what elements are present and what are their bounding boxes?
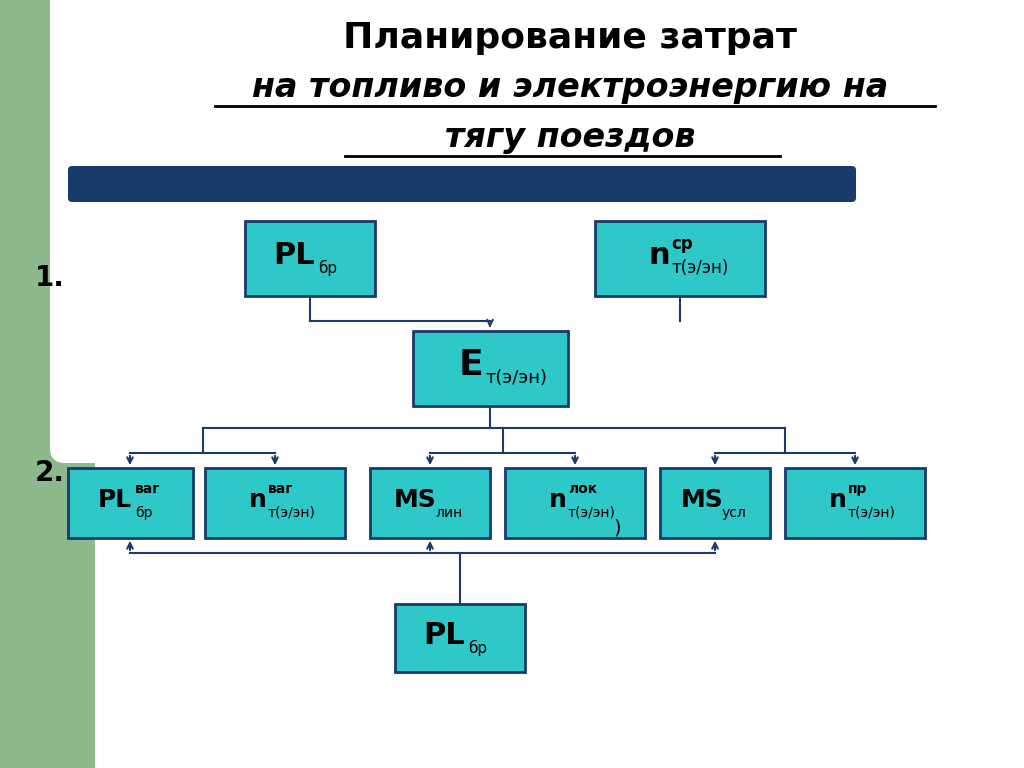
Text: n: n <box>549 488 567 512</box>
Bar <box>0 0 95 768</box>
Text: ваг: ваг <box>268 482 294 496</box>
FancyBboxPatch shape <box>505 468 645 538</box>
Text: MS: MS <box>394 488 437 512</box>
Text: усл: усл <box>722 506 746 520</box>
FancyBboxPatch shape <box>413 330 567 406</box>
FancyBboxPatch shape <box>205 468 345 538</box>
Text: на топливо и электроэнергию на: на топливо и электроэнергию на <box>252 71 888 104</box>
Text: ср: ср <box>672 235 693 253</box>
Text: бр: бр <box>469 640 487 656</box>
FancyBboxPatch shape <box>595 220 765 296</box>
Text: пр: пр <box>848 482 867 496</box>
FancyBboxPatch shape <box>395 604 525 672</box>
Text: ): ) <box>613 518 621 538</box>
Text: т(э/эн): т(э/эн) <box>485 369 548 387</box>
Text: MS: MS <box>680 488 723 512</box>
Text: лок: лок <box>568 482 597 496</box>
FancyBboxPatch shape <box>50 0 130 463</box>
Text: n: n <box>829 488 847 512</box>
Text: n: n <box>649 240 671 270</box>
Text: тягу поездов: тягу поездов <box>444 121 695 154</box>
Text: ваг: ваг <box>135 482 161 496</box>
Text: PL: PL <box>424 621 465 650</box>
Text: Планирование затрат: Планирование затрат <box>343 21 797 55</box>
Text: PL: PL <box>98 488 132 512</box>
FancyBboxPatch shape <box>68 468 193 538</box>
FancyBboxPatch shape <box>660 468 770 538</box>
Text: n: n <box>249 488 267 512</box>
Text: т(э/эн): т(э/эн) <box>568 506 616 520</box>
Text: т(э/эн): т(э/эн) <box>268 506 316 520</box>
Text: т(э/эн): т(э/эн) <box>848 506 896 520</box>
FancyBboxPatch shape <box>245 220 375 296</box>
Text: 1.: 1. <box>35 264 65 292</box>
FancyBboxPatch shape <box>68 166 856 202</box>
Text: лин: лин <box>435 506 463 520</box>
Text: бр: бр <box>135 506 153 520</box>
Text: E: E <box>459 348 483 382</box>
FancyBboxPatch shape <box>370 468 490 538</box>
Text: бр: бр <box>318 260 338 276</box>
FancyBboxPatch shape <box>785 468 925 538</box>
Text: 2.: 2. <box>35 459 65 487</box>
Text: т(э/эн): т(э/эн) <box>672 259 729 277</box>
Text: PL: PL <box>273 240 315 270</box>
